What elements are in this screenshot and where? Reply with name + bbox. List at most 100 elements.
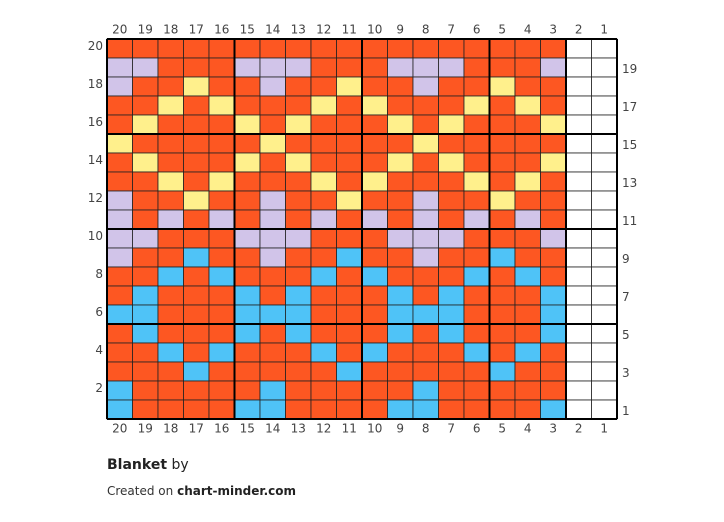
stitch: [259, 323, 286, 344]
stitch: [438, 304, 465, 325]
stitch: [336, 285, 363, 306]
column-number: 11: [342, 422, 357, 436]
column-number: 15: [240, 422, 255, 436]
stitch: [285, 247, 312, 268]
stitch: [336, 266, 363, 287]
stitch: [514, 228, 541, 249]
stitch: [591, 247, 618, 268]
stitch: [285, 285, 312, 306]
stitch: [438, 133, 465, 154]
stitch: [310, 342, 337, 363]
stitch: [387, 190, 414, 211]
stitch: [208, 323, 235, 344]
stitch: [438, 95, 465, 116]
stitch: [489, 323, 516, 344]
stitch: [285, 95, 312, 116]
stitch: [463, 361, 490, 382]
column-number: 4: [524, 23, 532, 37]
stitch: [132, 57, 159, 78]
stitch: [157, 152, 184, 173]
stitch: [438, 114, 465, 135]
stitch: [234, 38, 261, 59]
stitch: [540, 76, 567, 97]
stitch: [463, 228, 490, 249]
row-number: 12: [88, 191, 103, 205]
stitch: [361, 57, 388, 78]
column-number: 20: [112, 422, 127, 436]
stitch: [540, 133, 567, 154]
stitch: [412, 209, 439, 230]
stitch: [540, 209, 567, 230]
stitch: [310, 152, 337, 173]
stitch: [208, 266, 235, 287]
stitch: [540, 171, 567, 192]
stitch: [259, 95, 286, 116]
stitch: [208, 304, 235, 325]
stitch: [132, 76, 159, 97]
stitch: [489, 57, 516, 78]
column-number: 6: [473, 23, 481, 37]
column-number: 3: [549, 422, 557, 436]
stitch: [183, 57, 210, 78]
stitch: [463, 38, 490, 59]
stitch: [514, 133, 541, 154]
stitch: [514, 114, 541, 135]
stitch: [336, 57, 363, 78]
stitch: [157, 114, 184, 135]
stitch: [412, 304, 439, 325]
site-link[interactable]: chart-minder.com: [177, 484, 296, 498]
stitch: [310, 228, 337, 249]
stitch: [438, 361, 465, 382]
created-label: Created on: [107, 484, 174, 498]
stitch: [565, 304, 592, 325]
stitch: [208, 76, 235, 97]
stitch: [514, 38, 541, 59]
stitch: [285, 133, 312, 154]
stitch: [591, 380, 618, 401]
stitch: [489, 152, 516, 173]
stitch: [234, 133, 261, 154]
stitch: [565, 228, 592, 249]
column-number: 18: [163, 422, 178, 436]
stitch: [106, 38, 133, 59]
stitch: [540, 361, 567, 382]
stitch: [106, 152, 133, 173]
stitch: [438, 152, 465, 173]
stitch: [259, 266, 286, 287]
stitch: [438, 266, 465, 287]
stitch: [310, 95, 337, 116]
stitch: [540, 304, 567, 325]
stitch: [412, 76, 439, 97]
stitch: [157, 76, 184, 97]
stitch: [540, 342, 567, 363]
stitch: [208, 133, 235, 154]
stitch: [540, 228, 567, 249]
stitch: [106, 247, 133, 268]
stitch: [234, 171, 261, 192]
stitch: [157, 380, 184, 401]
stitch: [489, 342, 516, 363]
row-number: 17: [622, 100, 637, 114]
stitch: [259, 380, 286, 401]
stitch: [361, 95, 388, 116]
stitch: [489, 266, 516, 287]
stitch: [310, 323, 337, 344]
stitch: [514, 285, 541, 306]
stitch: [285, 266, 312, 287]
stitch: [565, 361, 592, 382]
stitch: [489, 114, 516, 135]
stitch: [132, 285, 159, 306]
stitch: [336, 228, 363, 249]
stitch: [259, 247, 286, 268]
stitch: [259, 171, 286, 192]
stitch: [540, 114, 567, 135]
stitch: [310, 266, 337, 287]
stitch: [438, 190, 465, 211]
stitch: [285, 76, 312, 97]
stitch: [540, 266, 567, 287]
stitch: [285, 361, 312, 382]
stitch: [106, 228, 133, 249]
column-number: 9: [396, 23, 404, 37]
row-number: 20: [88, 39, 103, 53]
stitch: [208, 57, 235, 78]
